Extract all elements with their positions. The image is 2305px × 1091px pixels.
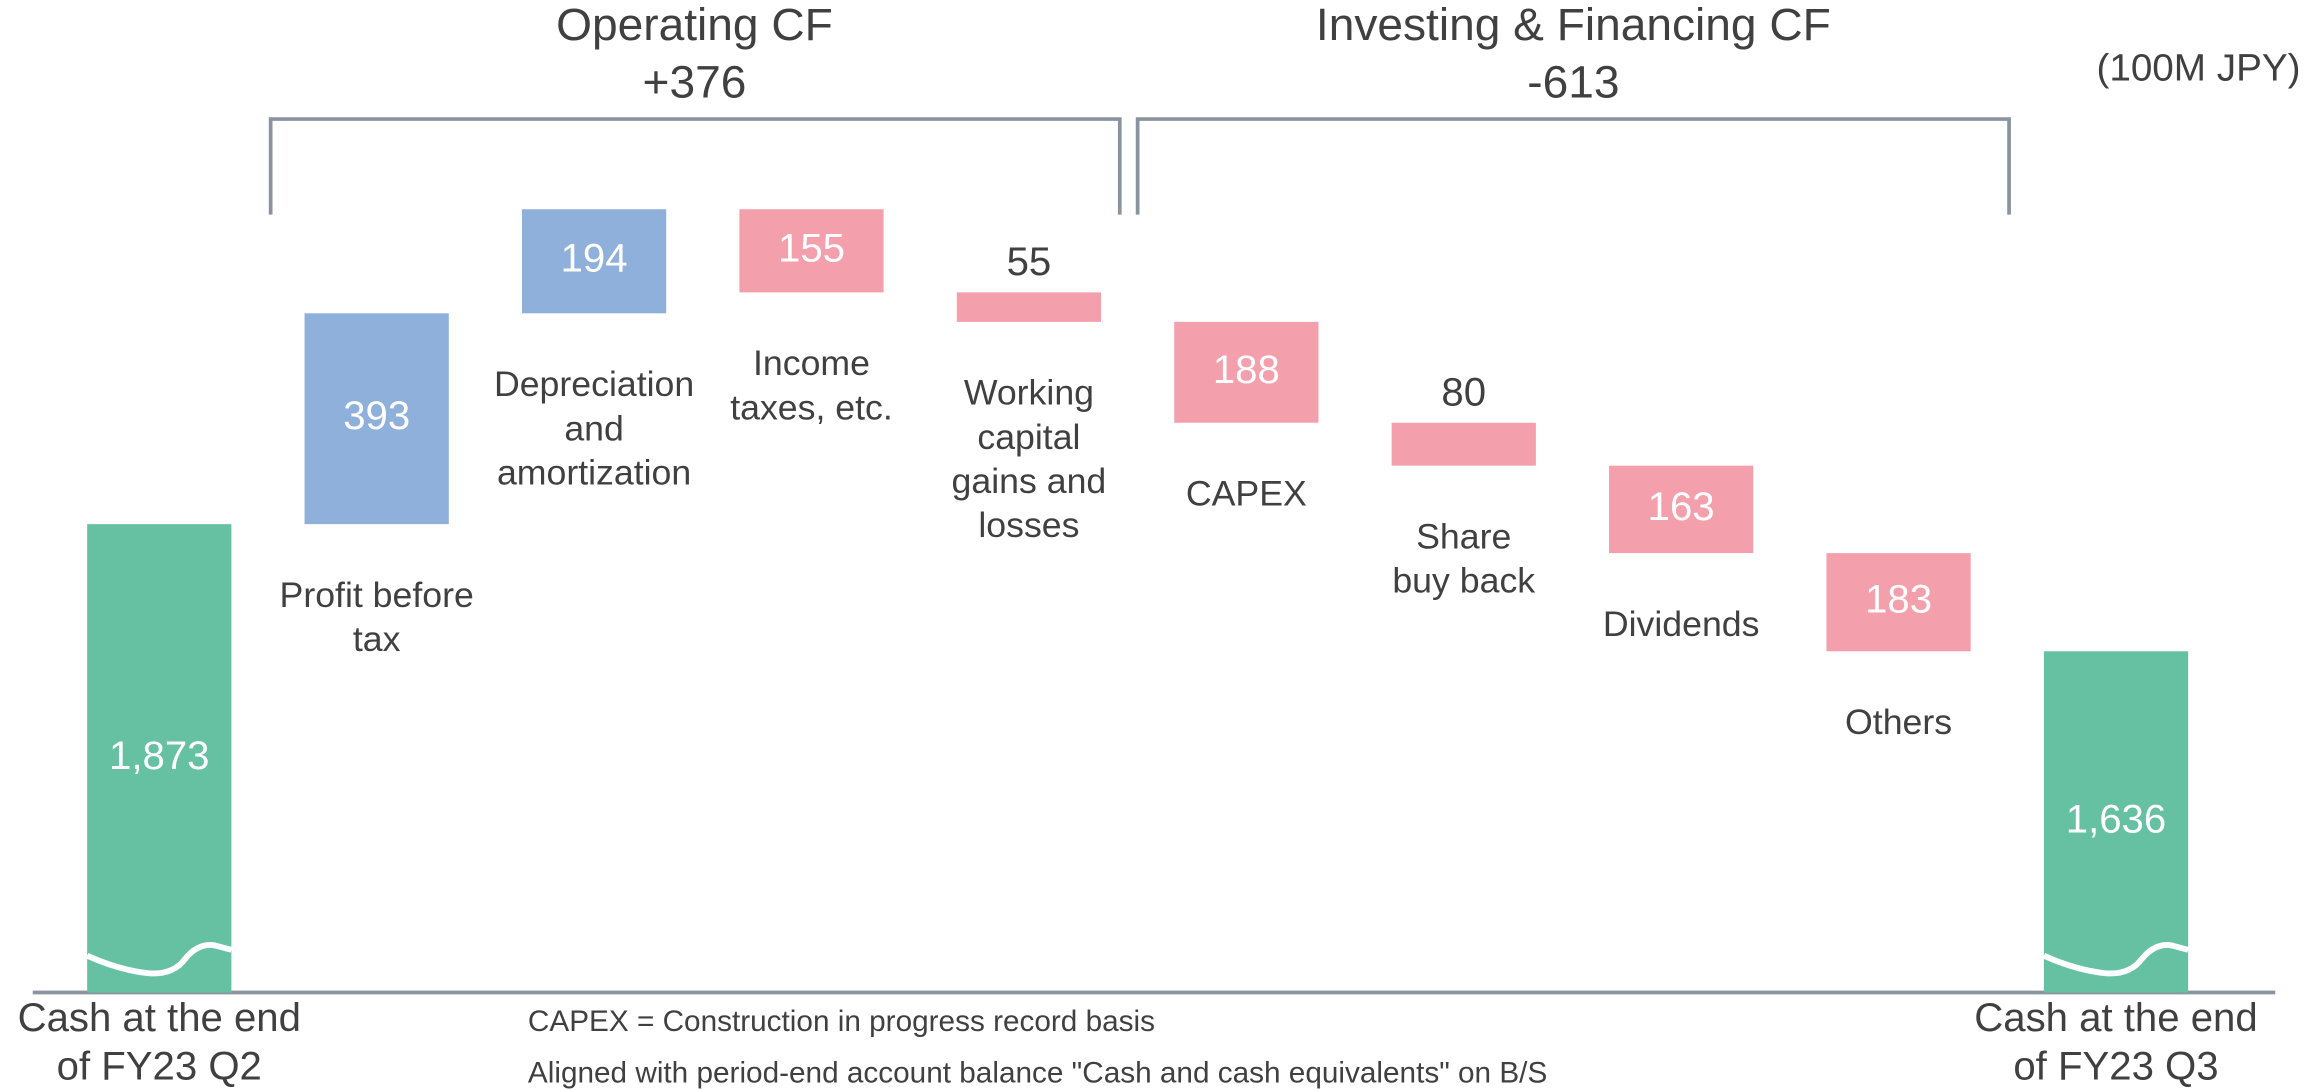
- bar: [2043, 651, 2189, 993]
- category-label: taxes, etc.: [730, 388, 893, 428]
- value-label: 80: [1441, 370, 1486, 414]
- bar: [1609, 465, 1754, 554]
- value-label: 55: [1007, 240, 1052, 284]
- footnote: Aligned with period-end account balance …: [528, 1057, 1547, 1090]
- bar: [1391, 422, 1536, 466]
- category-label: Others: [1845, 702, 1952, 742]
- category-label: of FY23 Q2: [57, 1045, 262, 1089]
- category-label: Income: [753, 343, 870, 383]
- value-label: 155: [778, 226, 845, 270]
- category-label: of FY23 Q3: [2013, 1045, 2218, 1089]
- value-label: 1,636: [2066, 798, 2166, 842]
- category-label: Dividends: [1603, 604, 1760, 644]
- bar: [521, 209, 667, 314]
- value-label: 393: [343, 394, 410, 438]
- bracket: [268, 117, 1122, 215]
- category-label: and: [564, 408, 624, 448]
- bracket-title: Investing & Financing CF: [1316, 0, 1831, 50]
- category-label: capital: [977, 417, 1080, 457]
- value-label: 188: [1213, 348, 1280, 392]
- bar: [1826, 553, 1971, 652]
- bar: [1174, 321, 1319, 423]
- bar: [304, 313, 449, 525]
- bar: [87, 524, 232, 993]
- bracket: [1135, 117, 2011, 215]
- category-label: buy back: [1392, 561, 1535, 601]
- unit-label: (100M JPY): [2096, 47, 2300, 90]
- bracket-value: -613: [1527, 57, 1619, 108]
- category-label: Cash at the end: [18, 996, 301, 1040]
- category-label: tax: [353, 619, 401, 659]
- value-label: 163: [1648, 485, 1715, 529]
- value-label: 183: [1865, 578, 1932, 622]
- footnote: CAPEX = Construction in progress record …: [528, 1005, 1155, 1038]
- bar: [739, 209, 884, 293]
- brackets: Operating CF +376 Investing & Financing …: [268, 0, 2011, 215]
- value-label: 1,873: [109, 734, 209, 778]
- bracket-title: Operating CF: [556, 0, 833, 50]
- category-label: Profit before: [280, 575, 474, 615]
- category-label: losses: [978, 505, 1079, 545]
- category-label: Cash at the end: [1974, 996, 2257, 1040]
- bracket-value: +376: [643, 57, 747, 108]
- category-label: gains and: [952, 461, 1107, 501]
- axis-break: [2042, 942, 2189, 977]
- category-label: Depreciation: [494, 364, 694, 404]
- category-label: amortization: [497, 453, 691, 493]
- category-label: Share: [1416, 517, 1511, 557]
- category-label: Working: [964, 373, 1094, 413]
- value-label: 194: [561, 237, 628, 281]
- bar: [956, 292, 1102, 322]
- axis-break: [85, 942, 233, 977]
- category-label: CAPEX: [1186, 474, 1307, 514]
